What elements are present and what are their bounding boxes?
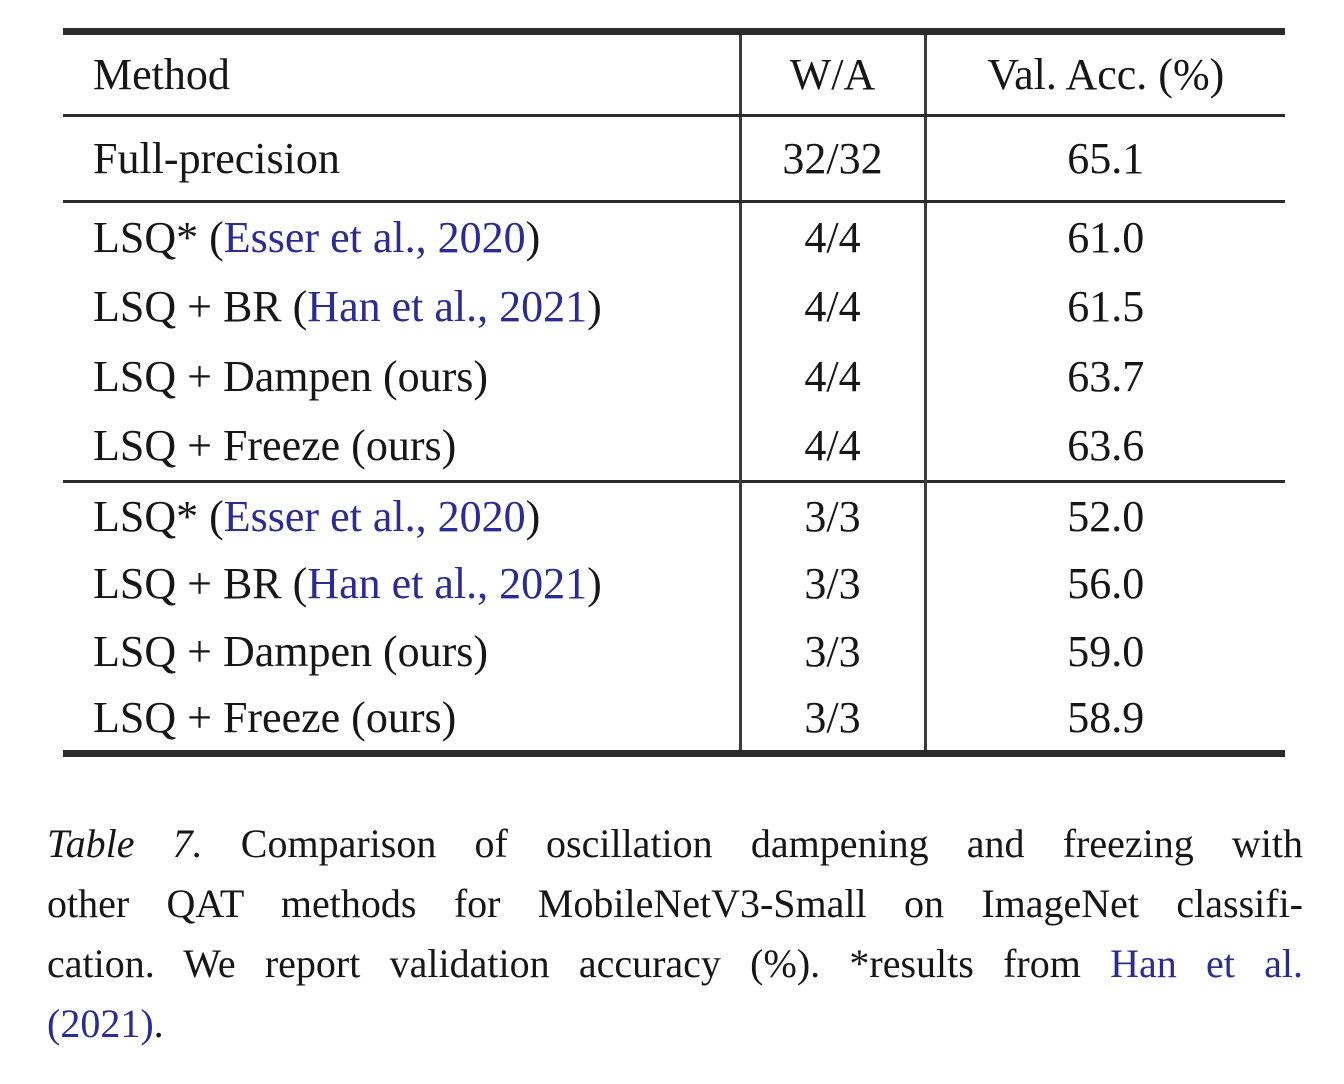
caption-text: Comparison of oscillation dampening and … xyxy=(202,821,1303,866)
table-header-row: Method W/A Val. Acc. (%) xyxy=(63,31,1285,117)
results-table: Method W/A Val. Acc. (%) Full-precision … xyxy=(63,28,1285,757)
table-label: Table 7. xyxy=(47,821,203,866)
method-cell: LSQ + Freeze (ours) xyxy=(93,421,457,471)
table-row-lsq-br-3bit: LSQ + BR (Han et al., 2021) 3/3 56.0 xyxy=(63,549,1285,618)
method-text: LSQ + BR ( xyxy=(93,282,308,331)
method-text: LSQ + BR ( xyxy=(93,559,308,608)
caption-line: other QAT methods for MobileNetV3-Small … xyxy=(47,874,1303,934)
method-cell: LSQ + Freeze (ours) xyxy=(93,693,457,743)
acc-cell: 65.1 xyxy=(923,115,1285,203)
method-cell: Full-precision xyxy=(63,115,740,203)
caption-line: Table 7. Comparison of oscillation dampe… xyxy=(47,814,1303,874)
wa-cell: 4/4 xyxy=(738,341,925,412)
caption-line: (2021). xyxy=(47,994,1303,1054)
column-header-val-acc: Val. Acc. (%) xyxy=(923,31,1285,117)
method-cell: LSQ* (Esser et al., 2020) xyxy=(63,202,740,272)
method-text: ) xyxy=(587,282,602,331)
caption-text: cation. We report validation accuracy (%… xyxy=(47,941,1111,986)
table-row-lsq-dampen-3bit: LSQ + Dampen (ours) 3/3 59.0 xyxy=(63,617,1285,686)
table-caption: Table 7. Comparison of oscillation dampe… xyxy=(47,814,1303,1054)
citation-link[interactable]: (2021) xyxy=(47,1001,154,1046)
acc-cell: 61.0 xyxy=(923,201,1285,272)
acc-cell: 61.5 xyxy=(923,271,1285,342)
citation-link[interactable]: Han et al. xyxy=(1110,941,1304,986)
table-row-lsq-3bit: LSQ* (Esser et al., 2020) 3/3 52.0 xyxy=(63,480,1285,550)
method-cell: LSQ + BR (Han et al., 2021) xyxy=(63,272,740,342)
column-header-wa: W/A xyxy=(738,31,925,117)
acc-cell: 56.0 xyxy=(923,549,1285,618)
method-text: LSQ* ( xyxy=(93,491,224,541)
caption-line: cation. We report validation accuracy (%… xyxy=(47,934,1303,994)
table-row-lsq-br-4bit: LSQ + BR (Han et al., 2021) 4/4 61.5 xyxy=(63,271,1285,342)
table-row-lsq-freeze-3bit: LSQ + Freeze (ours) 3/3 58.9 xyxy=(63,685,1285,754)
acc-cell: 59.0 xyxy=(923,617,1285,686)
method-cell: LSQ + Dampen (ours) xyxy=(93,627,489,676)
citation-link[interactable]: Esser et al., 2020 xyxy=(223,212,526,262)
method-text: ) xyxy=(587,559,602,608)
citation-link[interactable]: Esser et al., 2020 xyxy=(223,491,526,541)
method-cell: LSQ* (Esser et al., 2020) xyxy=(63,480,740,550)
caption-text: other QAT methods for MobileNetV3-Small … xyxy=(47,881,1303,926)
table-row-full-precision: Full-precision 32/32 65.1 xyxy=(63,115,1285,203)
acc-cell: 63.6 xyxy=(923,411,1285,482)
wa-cell: 4/4 xyxy=(738,271,925,342)
table-row-lsq-freeze-4bit: LSQ + Freeze (ours) 4/4 63.6 xyxy=(63,411,1285,482)
wa-cell: 4/4 xyxy=(738,201,925,272)
citation-link[interactable]: Han et al., 2021 xyxy=(307,559,588,608)
method-cell: LSQ + Dampen (ours) xyxy=(93,352,489,401)
method-cell: LSQ + BR (Han et al., 2021) xyxy=(63,550,740,618)
method-text: LSQ* ( xyxy=(93,212,224,262)
method-text: ) xyxy=(525,491,541,541)
wa-cell: 3/3 xyxy=(738,480,925,550)
caption-text: . xyxy=(153,1001,164,1046)
section-3bit: LSQ* (Esser et al., 2020) 3/3 52.0 LSQ +… xyxy=(63,480,1285,754)
acc-cell: 58.9 xyxy=(923,685,1285,754)
column-header-method: Method xyxy=(63,31,740,117)
table-row-lsq-dampen-4bit: LSQ + Dampen (ours) 4/4 63.7 xyxy=(63,341,1285,412)
section-4bit: LSQ* (Esser et al., 2020) 4/4 61.0 LSQ +… xyxy=(63,201,1285,482)
table-row-lsq-4bit: LSQ* (Esser et al., 2020) 4/4 61.0 xyxy=(63,201,1285,272)
acc-cell: 63.7 xyxy=(923,341,1285,412)
wa-cell: 32/32 xyxy=(738,115,925,203)
wa-cell: 3/3 xyxy=(738,617,925,686)
method-text: ) xyxy=(525,212,541,262)
wa-cell: 4/4 xyxy=(738,411,925,482)
wa-cell: 3/3 xyxy=(738,685,925,754)
acc-cell: 52.0 xyxy=(923,480,1285,550)
wa-cell: 3/3 xyxy=(738,549,925,618)
citation-link[interactable]: Han et al., 2021 xyxy=(307,282,588,331)
